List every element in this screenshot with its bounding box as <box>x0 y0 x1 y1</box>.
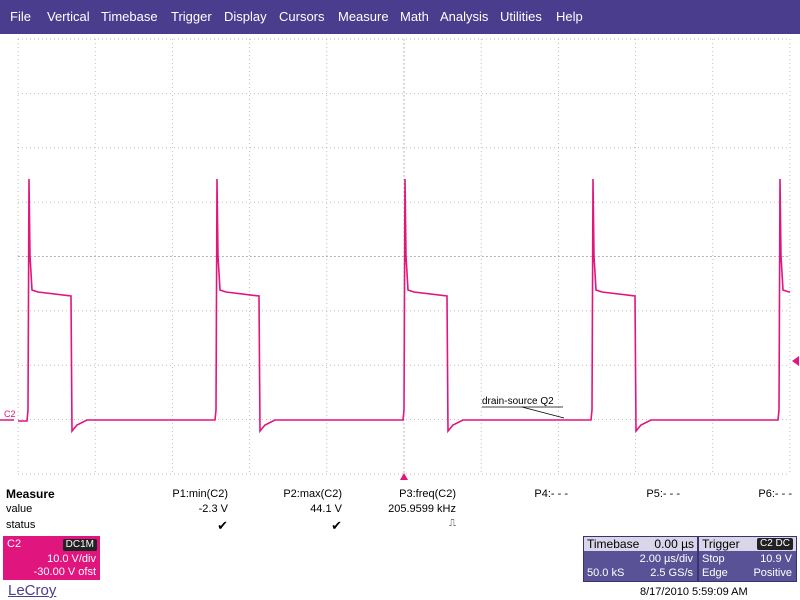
timebase-delay: 0.00 µs <box>654 537 694 551</box>
menu-help[interactable]: Help <box>556 9 583 24</box>
menu-math[interactable]: Math <box>400 9 429 24</box>
svg-text:C2: C2 <box>4 409 16 419</box>
menu-utilities[interactable]: Utilities <box>500 9 542 24</box>
param-p4-name[interactable]: P4:- - - <box>534 488 568 500</box>
trace-annotation: drain-source Q2 <box>482 396 565 419</box>
menu-display[interactable]: Display <box>224 9 267 24</box>
trigger-slope: Positive <box>753 567 792 579</box>
trigger-title: Trigger <box>702 537 740 551</box>
row-label-status: status <box>6 519 36 531</box>
trigger-type: Edge <box>702 567 728 579</box>
timebase-descriptor[interactable]: Timebase 0.00 µs 2.00 µs/div 50.0 kS 2.5… <box>583 536 698 582</box>
trigger-header: Trigger C2 DC <box>699 537 796 551</box>
menu-file[interactable]: File <box>10 9 31 24</box>
scope-display[interactable]: C2 drain-source Q2 <box>0 34 800 480</box>
trigger-time-marker[interactable] <box>400 473 408 480</box>
menu-cursors[interactable]: Cursors <box>279 9 325 24</box>
timebase-title: Timebase <box>587 537 640 551</box>
param-p2-value: 44.1 V <box>310 503 342 515</box>
trigger-descriptor[interactable]: Trigger C2 DC Stop 10.9 V Edge Positive <box>698 536 797 582</box>
row-label-value: value <box>6 503 33 515</box>
svg-text:drain-source Q2: drain-source Q2 <box>482 396 554 407</box>
coupling-badge: DC1M <box>62 539 97 551</box>
param-p2-name[interactable]: P2:max(C2) <box>283 488 342 500</box>
timebase-rate: 2.5 GS/s <box>650 567 693 579</box>
channel-descriptor-c2[interactable]: C2 DC1M 10.0 V/div -30.00 V ofst <box>3 536 100 580</box>
param-p1-value: -2.3 V <box>198 503 228 515</box>
menu-bar: File Vertical Timebase Trigger Display C… <box>0 0 800 34</box>
channel-marker[interactable]: C2 <box>0 409 16 421</box>
timebase-samples: 50.0 kS <box>587 567 625 579</box>
param-p2-status-icon: ✔ <box>331 518 342 533</box>
waveform-path <box>18 178 790 434</box>
menu-vertical[interactable]: Vertical <box>47 9 90 24</box>
measure-title: Measure <box>6 487 55 501</box>
menu-measure[interactable]: Measure <box>338 9 389 24</box>
param-p3-status-icon: ⎍ <box>449 518 456 529</box>
trigger-source-badge: C2 DC <box>756 538 793 550</box>
waveform-trace <box>18 178 790 434</box>
channel-offset: -30.00 V ofst <box>33 566 96 578</box>
channel-name: C2 <box>7 538 22 550</box>
menu-analysis[interactable]: Analysis <box>440 9 489 24</box>
param-p3-name[interactable]: P3:freq(C2) <box>399 488 456 500</box>
trigger-level: 10.9 V <box>760 553 792 565</box>
timebase-scale: 2.00 µs/div <box>639 553 693 565</box>
trigger-level-marker[interactable] <box>792 356 799 366</box>
lecroy-logo: LeCroy <box>8 582 57 599</box>
menu-trigger[interactable]: Trigger <box>171 9 212 24</box>
channel-scale: 10.0 V/div <box>47 553 96 565</box>
param-p1-name[interactable]: P1:min(C2) <box>172 488 228 500</box>
timebase-header: Timebase 0.00 µs <box>584 537 697 551</box>
trigger-mode: Stop <box>702 553 725 565</box>
param-p6-name[interactable]: P6:- - - <box>758 488 792 500</box>
param-p5-name[interactable]: P5:- - - <box>646 488 680 500</box>
timestamp: 8/17/2010 5:59:09 AM <box>640 586 748 598</box>
param-p3-value: 205.9599 kHz <box>388 503 456 515</box>
param-p1-status-icon: ✔ <box>217 518 228 533</box>
menu-timebase[interactable]: Timebase <box>101 9 158 24</box>
